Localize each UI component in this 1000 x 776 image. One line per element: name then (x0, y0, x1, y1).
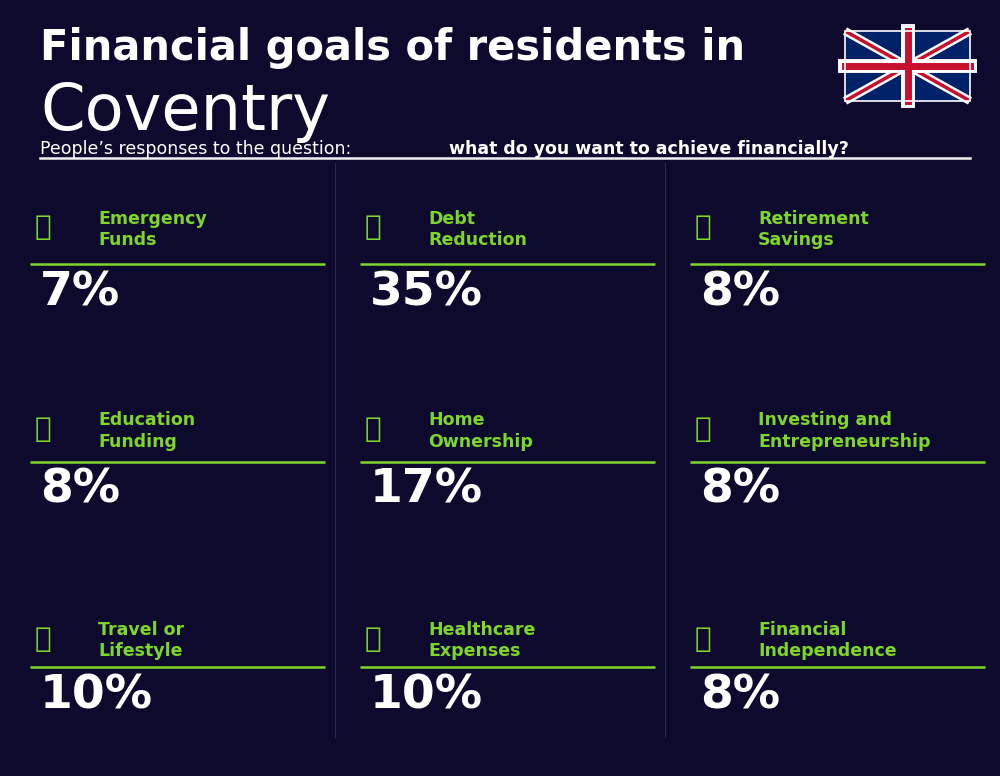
Text: Education
Funding: Education Funding (98, 411, 195, 451)
Text: 7%: 7% (40, 270, 120, 315)
Text: Financial
Independence: Financial Independence (758, 621, 897, 660)
Text: Investing and
Entrepreneurship: Investing and Entrepreneurship (758, 411, 930, 451)
Text: 💓: 💓 (365, 625, 382, 653)
Text: 17%: 17% (370, 468, 483, 513)
Text: 🌴: 🌴 (35, 625, 52, 653)
Text: 🐷: 🐷 (35, 213, 52, 241)
Text: 10%: 10% (40, 674, 153, 719)
Text: Travel or
Lifestyle: Travel or Lifestyle (98, 621, 184, 660)
Text: 🏠: 🏠 (365, 415, 382, 443)
Text: Debt
Reduction: Debt Reduction (428, 210, 527, 249)
Text: People’s responses to the question:: People’s responses to the question: (40, 140, 357, 158)
Text: 🏛: 🏛 (365, 213, 382, 241)
Text: 🏆: 🏆 (695, 625, 712, 653)
Text: Financial goals of residents in: Financial goals of residents in (40, 27, 745, 69)
Text: Home
Ownership: Home Ownership (428, 411, 533, 451)
Text: 8%: 8% (700, 674, 780, 719)
Text: 💼: 💼 (695, 415, 712, 443)
FancyBboxPatch shape (845, 31, 970, 101)
Text: Retirement
Savings: Retirement Savings (758, 210, 869, 249)
Text: 8%: 8% (40, 468, 120, 513)
Text: 35%: 35% (370, 270, 483, 315)
Text: Healthcare
Expenses: Healthcare Expenses (428, 621, 535, 660)
Text: 8%: 8% (700, 270, 780, 315)
Text: 📚: 📚 (35, 415, 52, 443)
Text: 10%: 10% (370, 674, 483, 719)
Text: 8%: 8% (700, 468, 780, 513)
Text: Emergency
Funds: Emergency Funds (98, 210, 207, 249)
Text: Coventry: Coventry (40, 81, 330, 144)
Text: what do you want to achieve financially?: what do you want to achieve financially? (449, 140, 849, 158)
Text: 🗄: 🗄 (695, 213, 712, 241)
